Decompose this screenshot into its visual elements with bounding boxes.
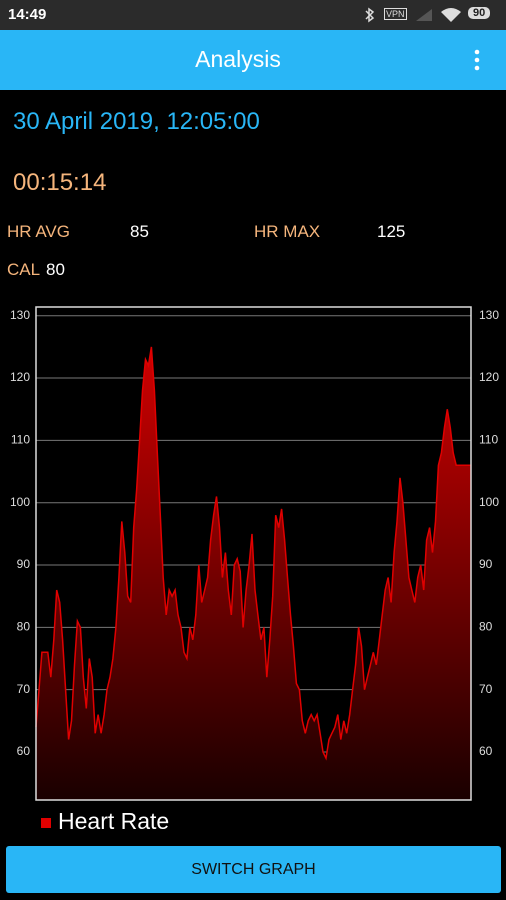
chart: 60 60 70 70 80 80 90 90 100 100 110 110 120 120 130 130… — [10, 306, 499, 834]
app-title: Analysis — [195, 46, 281, 72]
switch-graph-button[interactable]: SWITCH GRAPH — [6, 846, 501, 893]
session-datetime: 30 April 2019, 12:05:00 — [13, 108, 260, 135]
plot-border — [35, 306, 472, 801]
stat-value: 85 — [130, 222, 149, 241]
y2-tick-label: 80 — [479, 620, 493, 634]
stat-value: 125 — [377, 222, 406, 241]
menu-button[interactable] — [472, 48, 482, 74]
y2-tick-label: 110 — [479, 433, 498, 447]
y-tick-label: 90 — [17, 557, 31, 571]
y-tick-label: 80 — [17, 620, 31, 634]
stat-label: CAL — [7, 260, 41, 279]
wifi-icon — [441, 8, 461, 22]
legend-label: Heart Rate — [58, 808, 169, 834]
y2-tick-label: 130 — [479, 308, 499, 322]
y2-tick-label: 70 — [479, 682, 493, 696]
y-tick-label: 110 — [11, 433, 30, 447]
line — [35, 346, 471, 761]
battery: 90 — [468, 7, 491, 19]
stat-label: HR AVG — [7, 222, 70, 241]
y2-tick-label: 60 — [479, 744, 493, 758]
status-time: 14:49 — [8, 6, 47, 23]
vpn-badge: VPN — [384, 8, 407, 20]
app-bar: Analysis — [0, 30, 506, 90]
y-tick-label: 60 — [17, 744, 31, 758]
stat-label: HR MAX — [254, 222, 321, 241]
legend-swatch — [41, 818, 51, 828]
bluetooth-icon — [365, 7, 375, 23]
y2-tick-label: 90 — [479, 557, 493, 571]
y-tick-label: 120 — [10, 370, 30, 384]
status-bar: 14:49 VPN 90 — [0, 0, 506, 30]
y-tick-label: 100 — [10, 495, 30, 509]
signal-icon — [416, 9, 432, 21]
y2-tick-label: 120 — [479, 370, 499, 384]
session-duration: 00:15:14 — [13, 169, 107, 196]
y-tick-label: 130 — [10, 308, 30, 322]
stat-value: 80 — [46, 260, 65, 279]
y-tick-label: 70 — [17, 682, 31, 696]
y2-tick-label: 100 — [479, 495, 499, 509]
